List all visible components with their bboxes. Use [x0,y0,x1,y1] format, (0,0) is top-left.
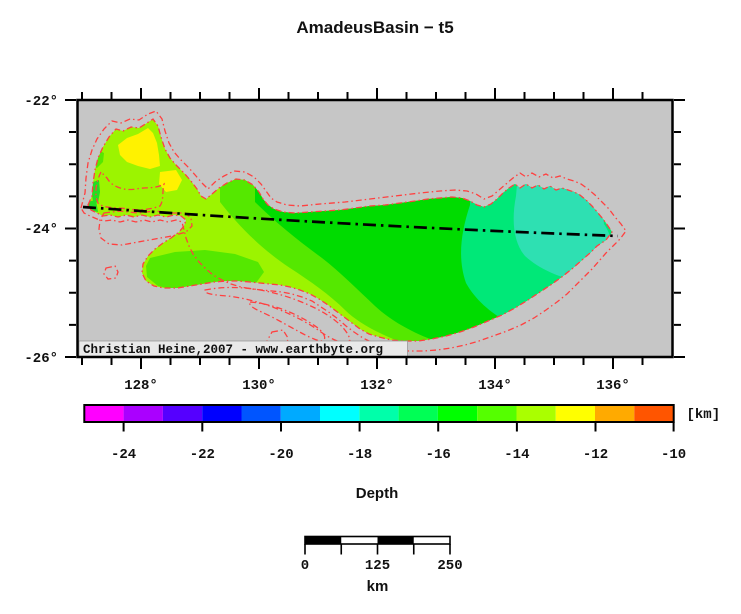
colorbar-segment [320,405,360,422]
scalebar-ticks [304,544,451,555]
scalebar-black-segment [377,536,414,544]
colorbar-segment [202,405,242,422]
colorbar-ticks [122,422,675,432]
figure-title: AmadeusBasin − t5 [296,18,453,37]
scalebar-tick-label: 125 [365,558,390,574]
sw-strip-outline-2 [249,301,326,342]
lat-tick-label: -22° [24,94,58,110]
distance-scalebar: 0 125 250 km [301,535,463,595]
lon-tick-label: 134° [478,378,512,394]
lon-major-ticks [140,88,614,369]
scalebar-black-segment [305,536,342,544]
colorbar-segment [516,405,556,422]
lon-tick-label: 128° [124,378,158,394]
scalebar-tick-label: 250 [437,558,462,574]
colorbar-segment [477,405,517,422]
lat-major-ticks [65,99,685,358]
colorbar-tick-label: -24 [111,447,136,463]
colorbar-tick-label: -12 [583,447,608,463]
sw-strip-outline-1 [204,286,351,344]
colorbar-segment [437,405,478,422]
lon-tick-label: 132° [360,378,394,394]
colorbar-tick-label: -16 [426,447,451,463]
colorbar-segment [595,405,635,422]
attribution-text: Christian Heine,2007 - www.earthbyte.org [83,343,383,357]
lobe-left-green-wedge [91,180,100,203]
nw-yellow-patch [118,128,160,169]
scalebar-unit-label: km [367,578,389,595]
nw-yellow-patch-2 [159,170,182,192]
colorbar-tick-label: -18 [347,447,372,463]
colorbar-axis-label: Depth [356,485,399,502]
lat-tick-label: -24° [24,222,58,238]
colorbar-segment [84,405,124,422]
sw-small-green-loop [103,265,119,280]
colorbar-segment [398,405,438,422]
colorbar-segment [162,405,203,422]
colorbar-tick-label: -22 [190,447,215,463]
colorbar-segment [241,405,281,422]
colorbar-segment [280,405,321,422]
lon-tick-label: 136° [596,378,630,394]
lon-tick-label: 130° [242,378,276,394]
lobe-interior-gap [95,170,166,211]
colorbar-tick-label: -14 [504,447,529,463]
colorbar-tick-label: -10 [661,447,686,463]
basin-outline-inner [87,118,613,342]
west-light-green-patch [146,250,264,290]
lon-minor-ticks [81,92,644,365]
colorbar: -24 -22 -20 -18 -16 -14 -12 -10 [km] Dep… [83,404,721,502]
colorbar-tick-label: -20 [268,447,293,463]
lat-tick-label: -26° [24,351,58,367]
colorbar-unit-label: [km] [687,407,721,423]
lat-minor-ticks [69,131,681,326]
basin-outline-outer [80,110,627,352]
colorbar-outline [83,404,675,423]
colorbar-segment [123,405,163,422]
transect-line [82,205,619,238]
map-frame [76,98,674,359]
colorbar-segment [555,405,596,422]
neck-interior-gap [98,210,193,246]
colorbar-segment [634,405,674,422]
colorbar-segment [359,405,399,422]
scalebar-tick-label: 0 [301,558,309,574]
